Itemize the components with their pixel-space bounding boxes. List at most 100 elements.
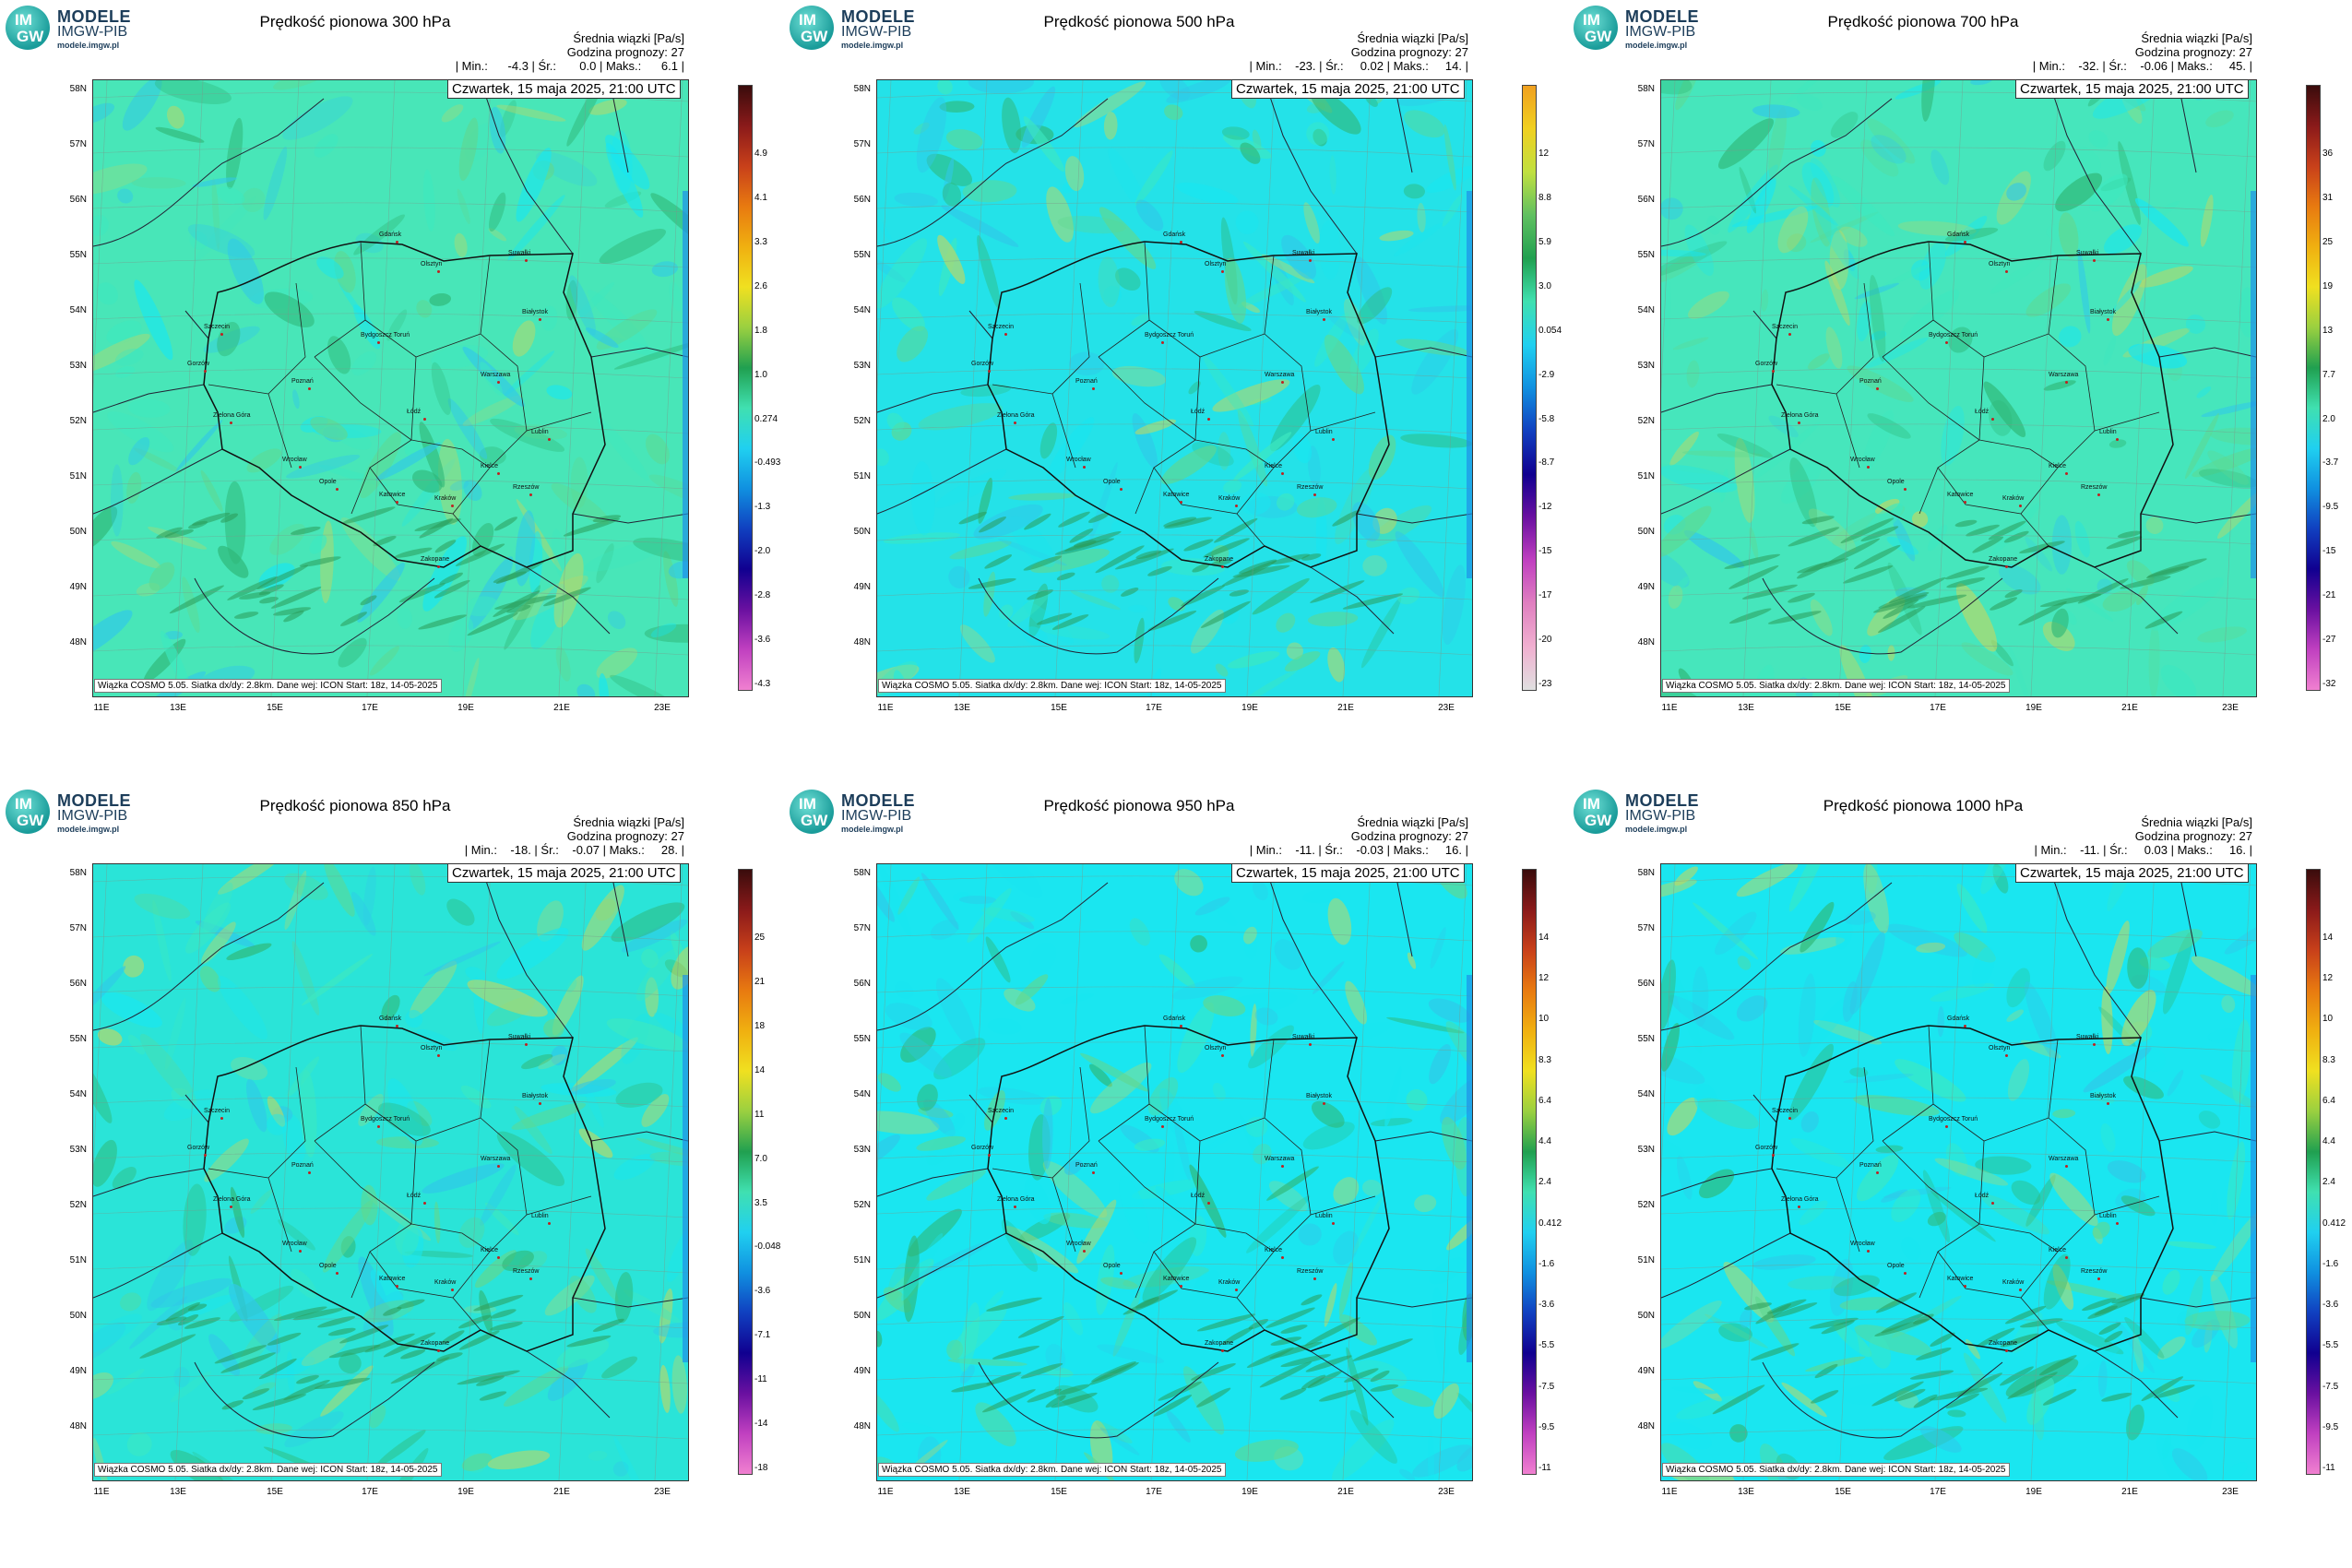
city-label: Opole — [1887, 479, 1905, 485]
model-footer: Wiązka COSMO 5.05. Siatka dx/dy: 2.8km. … — [878, 1463, 1226, 1477]
city-label: Gdańsk — [1947, 1016, 1970, 1022]
city-label: Łódź — [407, 409, 422, 415]
colorbar-tick: -23 — [1538, 679, 1552, 689]
city-dot — [988, 1154, 991, 1157]
latitude-label: 48N — [853, 1421, 871, 1431]
stats-line: | Min.: -23. | Śr.: 0.02 | Maks.: 14. | — [1249, 59, 1468, 73]
colorbar-tick: -11 — [2322, 1463, 2335, 1473]
longitude-label: 19E — [1241, 703, 1258, 713]
panel-title: Prędkość pionowa 500 hPa — [1043, 13, 1235, 30]
city-dot — [1945, 1125, 1948, 1128]
map-area: Gdańsk Olsztyn Suwałki Białystok Szczecin Byd… — [92, 79, 689, 697]
imgw-logo: IM GW MODELE IMGW-PIB modele.imgw.pl — [1574, 6, 1712, 52]
colorbar-tick: -2.9 — [1538, 370, 1555, 380]
logo-line2: IMGW-PIB — [57, 808, 128, 824]
city-dot — [423, 418, 426, 421]
longitude-label: 21E — [2121, 1487, 2138, 1497]
colorbar-tick: 14 — [1538, 932, 1550, 943]
forecast-panel: IM GW MODELE IMGW-PIB modele.imgw.pl Prę… — [1568, 0, 2352, 784]
colorbar-tick: 0.274 — [754, 414, 778, 424]
longitude-label: 13E — [170, 1487, 186, 1497]
colorbar-tick: 13 — [2322, 326, 2334, 336]
city-label: Olsztyn — [1989, 261, 2011, 267]
forecast-date: Czwartek, 15 maja 2025, 21:00 UTC — [1231, 863, 1465, 883]
colorbar-tick: 36 — [2322, 148, 2334, 159]
city-dot — [988, 370, 991, 373]
longitude-label: 13E — [1738, 703, 1754, 713]
colorbar-tick: -7.5 — [1538, 1382, 1555, 1392]
city-label: Katowice — [1947, 1276, 1974, 1282]
colorbar-tick: -9.5 — [1538, 1422, 1555, 1432]
longitude-label: 13E — [170, 703, 186, 713]
city-label: Lublin — [2099, 429, 2117, 435]
city-dot — [1004, 1117, 1007, 1120]
city-label: Gdańsk — [379, 1016, 402, 1022]
colorbar-tick: -0.048 — [754, 1241, 781, 1252]
longitude-label: 11E — [93, 703, 110, 713]
latitude-label: 53N — [1637, 361, 1655, 371]
latitude-label: 53N — [69, 361, 87, 371]
city-label: Gorzów — [187, 1145, 210, 1151]
longitude-label: 15E — [1835, 703, 1851, 713]
city-label: Lublin — [531, 1213, 549, 1219]
city-dot — [308, 387, 311, 390]
city-label: Lublin — [1315, 429, 1333, 435]
colorbar-tick: -7.1 — [754, 1330, 771, 1340]
latitude-label: 57N — [853, 923, 871, 933]
city-dot — [1798, 1206, 1800, 1208]
city-dot — [437, 1054, 440, 1057]
city-label: Opole — [1887, 1263, 1905, 1269]
city-label: Suwałki — [1292, 1034, 1315, 1040]
city-label: Olsztyn — [421, 261, 443, 267]
colorbar-tick: 8.3 — [2322, 1055, 2335, 1065]
city-dot — [1281, 472, 1284, 475]
longitude-label: 17E — [1146, 703, 1162, 713]
city-dot — [1221, 1349, 1224, 1352]
colorbar-tick: -4.3 — [754, 679, 771, 689]
latitude-label: 53N — [1637, 1145, 1655, 1155]
logo-badge-top: IM — [15, 795, 32, 813]
city-dot — [2065, 1256, 2068, 1259]
map-area: Gdańsk Olsztyn Suwałki Białystok Szczecin Byd… — [92, 863, 689, 1481]
city-dot — [1772, 1154, 1775, 1157]
latitude-label: 49N — [69, 1366, 87, 1376]
city-dot — [1904, 488, 1907, 491]
panel-subtitle: Średnia wiązki [Pa/s] — [2141, 815, 2252, 829]
imgw-logo: IM GW MODELE IMGW-PIB modele.imgw.pl — [790, 6, 928, 52]
city-dot — [2065, 381, 2068, 384]
city-dot — [497, 472, 500, 475]
city-dot — [1309, 259, 1312, 262]
city-dot — [497, 1165, 500, 1168]
colorbar-tick: 7.0 — [754, 1154, 767, 1164]
city-label: Kraków — [434, 495, 457, 502]
colorbar-tick: 10 — [2322, 1014, 2334, 1024]
latitude-label: 56N — [1637, 195, 1655, 205]
longitude-label: 13E — [1738, 1487, 1754, 1497]
city-label: Katowice — [379, 1276, 406, 1282]
panel-subtitle: Średnia wiązki [Pa/s] — [1357, 31, 1468, 45]
colorbar-tick: -5.5 — [1538, 1340, 1555, 1350]
forecast-panel: IM GW MODELE IMGW-PIB modele.imgw.pl Prę… — [1568, 784, 2352, 1568]
city-dot — [2107, 318, 2109, 321]
city-label: Gdańsk — [1163, 232, 1186, 238]
city-label: Lublin — [1315, 1213, 1333, 1219]
logo-line2: IMGW-PIB — [1625, 24, 1696, 40]
colorbar-tick: -18 — [754, 1463, 768, 1473]
latitude-label: 50N — [853, 1311, 871, 1321]
city-label: Kraków — [2002, 495, 2025, 502]
latitude-label: 50N — [69, 1311, 87, 1321]
logo-badge-bottom: GW — [801, 28, 828, 45]
colorbar-tick: 1.8 — [754, 326, 767, 336]
city-label: Opole — [1103, 1263, 1121, 1269]
city-dot — [1221, 1054, 1224, 1057]
city-dot — [2065, 472, 2068, 475]
city-dot — [423, 1202, 426, 1205]
city-label: Opole — [1103, 479, 1121, 485]
colorbar — [738, 869, 753, 1475]
longitude-label: 19E — [1241, 1487, 1258, 1497]
latitude-label: 52N — [1637, 1200, 1655, 1210]
city-label: Kielce — [2049, 1247, 2067, 1253]
forecast-date: Czwartek, 15 maja 2025, 21:00 UTC — [2015, 79, 2249, 99]
longitude-label: 17E — [1930, 703, 1946, 713]
city-label: Olsztyn — [1205, 261, 1227, 267]
